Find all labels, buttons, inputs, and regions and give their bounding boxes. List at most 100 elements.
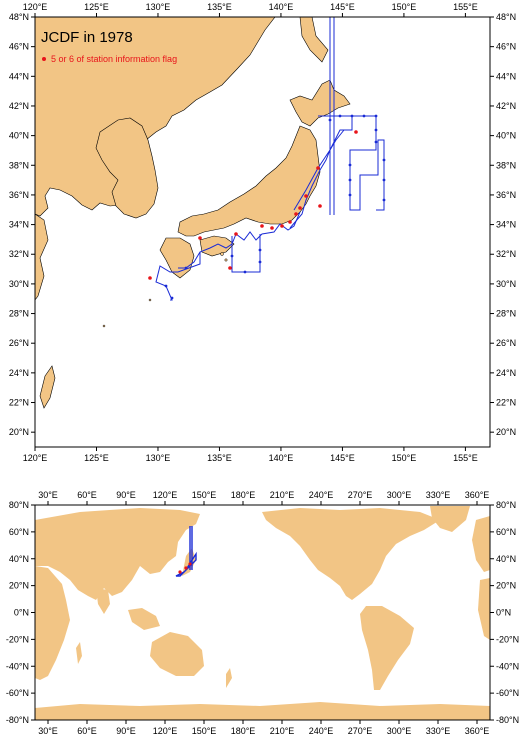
track-south-3 [155,252,201,301]
lat-tick-label-right: 28°N [496,309,516,319]
land-eurasia [35,508,200,600]
land-greenland [430,506,470,532]
lon-tick-label-bottom: 270°E [348,726,373,736]
lat-tick-label-left: 26°N [9,338,29,348]
lat-tick-label-left: -20°N [6,634,29,644]
station-point [243,270,247,274]
lat-tick-label-right: 40°N [496,554,516,564]
station-point [338,114,342,118]
lat-tick-label-left: -60°N [6,688,29,698]
flag-point-global [188,562,192,566]
lat-tick-label-left: 20°N [9,581,29,591]
lat-tick-label-left: -40°N [6,661,29,671]
flag-point-global [184,566,188,570]
lon-tick-label-bottom: 360°E [465,726,490,736]
lat-tick-label-left: -80°N [6,715,29,725]
land-hokkaido [289,79,351,127]
lat-tick-label-left: 48°N [9,12,29,22]
lat-tick-label-left: 32°N [9,249,29,259]
flag-point-global [178,570,182,574]
flag-point [234,232,238,236]
lat-tick-label-left: 30°N [9,279,29,289]
lat-tick-label-left: 36°N [9,190,29,200]
station-point [170,296,174,300]
lon-tick-label-top: 60°E [77,490,97,500]
lat-tick-label-right: 44°N [496,71,516,81]
land-honshu [177,125,321,237]
global-map: 30°E 30°E 60°E 60°E 90°E 90°E 120°E 120°E 150°E 1… [6,490,519,736]
station-point [258,260,262,264]
lat-tick-label-right: 34°N [496,220,516,230]
lat-tick-label-right: -20°N [496,634,519,644]
lat-tick-label-left: 60°N [9,527,29,537]
land-masses-global [35,506,490,720]
lat-tick-label-right: 0°N [496,608,511,618]
station-point [374,128,378,132]
lat-tick-label-left: 42°N [9,101,29,111]
station-point [164,284,168,288]
flag-point [298,206,302,210]
top-map-ticks: 120°E 120°E 125°E 125°E 130°E 130°E 135°E 135°E… [9,2,516,463]
station-point [374,140,378,144]
map-frame [34,16,491,448]
land-masses [35,17,351,409]
lon-tick-label-top: 240°E [309,490,334,500]
lat-tick-label-right: 30°N [496,279,516,289]
lat-tick-label-right: 80°N [496,500,516,510]
station-point [382,178,386,182]
flag-point [148,276,152,280]
lon-tick-label-bottom: 240°E [309,726,334,736]
lat-tick-label-right: 22°N [496,398,516,408]
land-india [96,588,110,614]
flagged-points [148,130,358,280]
lon-tick-label-bottom: 150°E [392,453,417,463]
lon-tick-label-top: 330°E [426,490,451,500]
land-sea-islands [128,608,160,630]
lat-tick-label-right: 36°N [496,190,516,200]
flag-point [288,220,292,224]
lon-tick-label-bottom: 120°E [23,453,48,463]
land-sakhalin [299,17,329,63]
lat-tick-label-left: 24°N [9,368,29,378]
lat-tick-label-left: 40°N [9,131,29,141]
flag-point [318,204,322,208]
land-islet-4 [102,324,106,328]
lon-tick-label-bottom: 210°E [270,726,295,736]
flag-point [280,224,284,228]
track-south-4 [289,129,345,229]
lat-tick-label-right: 40°N [496,131,516,141]
lon-tick-label-top: 30°E [38,490,58,500]
lon-tick-label-bottom: 30°E [38,726,58,736]
station-point [374,114,378,118]
lon-tick-label-top: 360°E [465,490,490,500]
station-point [362,114,366,118]
lat-tick-label-right: 38°N [496,160,516,170]
lon-tick-label-top: 130°E [146,2,171,12]
lon-tick-label-top: 300°E [387,490,412,500]
lat-tick-label-left: 80°N [9,500,29,510]
flag-point [228,266,232,270]
lat-tick-label-right: 26°N [496,338,516,348]
lon-tick-label-top: 155°E [453,2,478,12]
flagged-points-global [178,562,192,574]
lon-tick-label-bottom: 120°E [153,726,178,736]
flag-point [260,224,264,228]
flag-point [270,226,274,230]
lat-tick-label-right: -40°N [496,661,519,671]
lon-tick-label-bottom: 140°E [269,453,294,463]
land-shikoku [199,235,235,257]
lat-tick-label-left: 34°N [9,220,29,230]
legend-flag-marker [42,57,46,61]
lon-tick-label-bottom: 145°E [330,453,355,463]
station-point [382,158,386,162]
track-global-south [175,551,197,577]
lon-tick-label-bottom: 150°E [192,726,217,736]
lat-tick-label-left: 46°N [9,42,29,52]
lon-tick-label-top: 180°E [231,490,256,500]
lat-tick-label-right: 46°N [496,42,516,52]
land-new-zealand [226,668,232,688]
lat-tick-label-left: 22°N [9,398,29,408]
legend-label: 5 or 6 of station information flag [51,54,177,64]
lat-tick-label-right: 24°N [496,368,516,378]
